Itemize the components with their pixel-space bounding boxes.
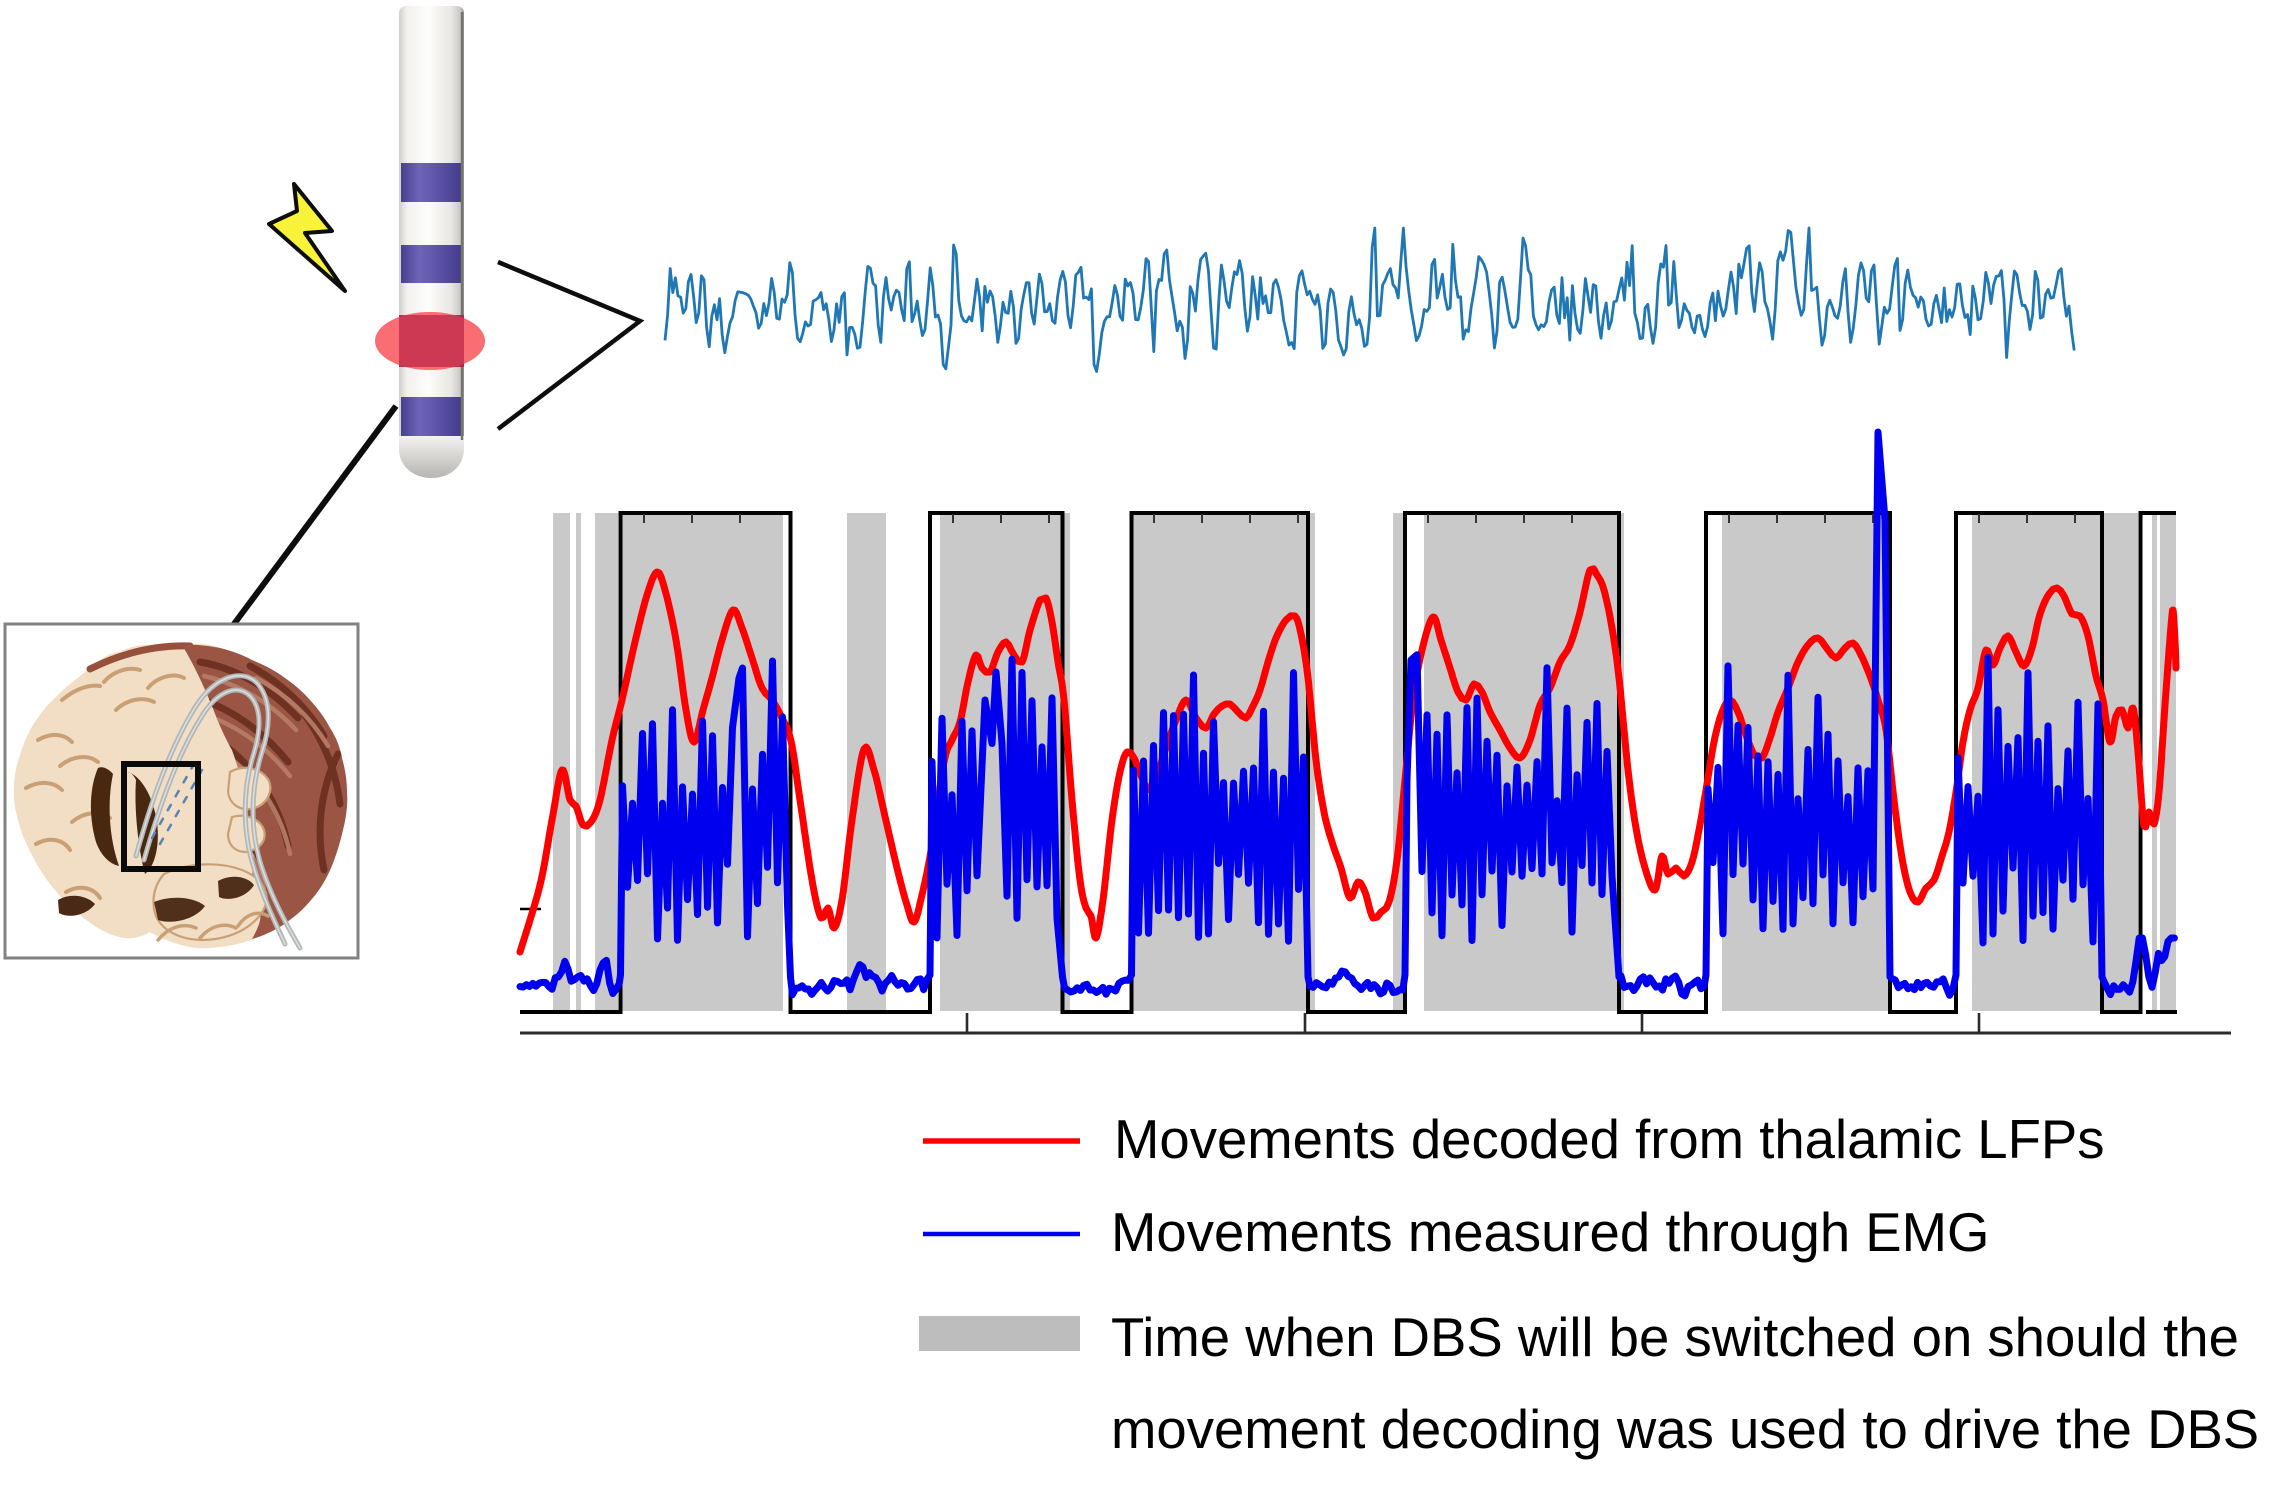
svg-text:movement decoding was used to: movement decoding was used to drive the … [1111, 1399, 2259, 1460]
svg-text:Time when DBS will be switched: Time when DBS will be switched on should… [1111, 1307, 2239, 1368]
svg-text:Movements measured through EMG: Movements measured through EMG [1111, 1202, 1989, 1263]
svg-text:Movements decoded from thalami: Movements decoded from thalamic LFPs [1114, 1109, 2105, 1170]
